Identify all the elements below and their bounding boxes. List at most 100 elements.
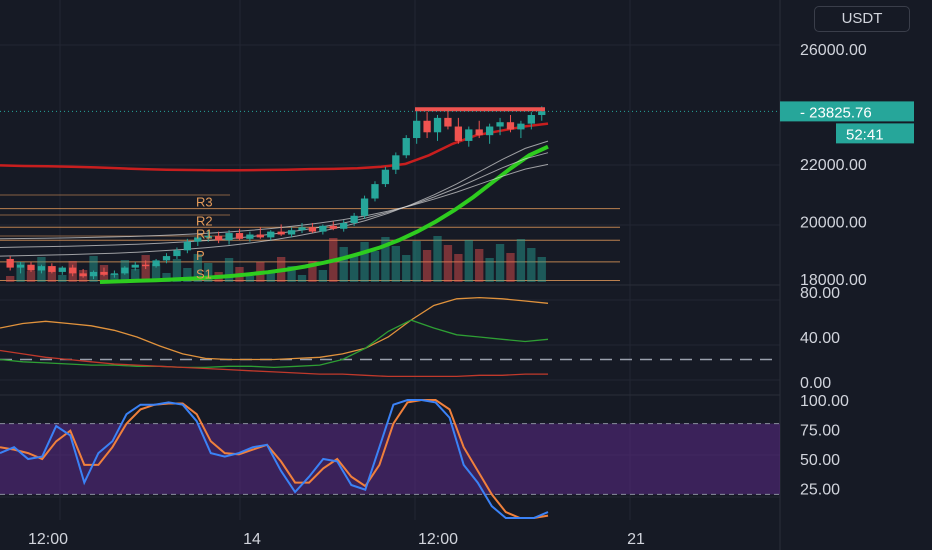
- volume-bar: [204, 263, 213, 282]
- candle-body: [142, 264, 150, 267]
- candle-body: [465, 129, 473, 141]
- volume-bar: [224, 258, 234, 282]
- volume-bar: [162, 273, 171, 282]
- stoch-tick-label: 25.00: [800, 482, 840, 499]
- minus-di-line: [0, 349, 548, 378]
- volume-bar: [318, 270, 328, 282]
- candle-body: [527, 115, 535, 124]
- candle-body: [225, 233, 233, 241]
- candle-body: [100, 271, 108, 275]
- price-tick-label: 26000.00: [800, 42, 867, 59]
- volume-bar: [349, 256, 359, 282]
- band-line: [0, 163, 549, 240]
- volume-bar: [26, 271, 36, 282]
- volume-bar: [402, 255, 411, 282]
- price-tick-label: 20000.00: [800, 215, 867, 232]
- candle-body: [308, 227, 317, 232]
- volume-bar: [183, 268, 192, 282]
- volume-bar: [266, 271, 275, 282]
- plus-di-line: [0, 319, 549, 369]
- candle-body: [496, 122, 504, 127]
- candle-body: [27, 264, 35, 271]
- candle-body: [392, 155, 400, 170]
- volume-bar: [506, 253, 515, 282]
- candle-body: [538, 111, 546, 116]
- volume-bar: [47, 266, 57, 282]
- dmi-tick-label: 80.00: [800, 285, 840, 302]
- price-tick-label: 22000.00: [800, 157, 867, 174]
- volume-bar: [422, 250, 432, 282]
- candle-body: [173, 250, 181, 257]
- dmi-tick-label: 0.00: [800, 375, 831, 392]
- stoch-tick-label: 100.00: [800, 393, 849, 410]
- candle-body: [256, 234, 264, 238]
- volume-bar: [475, 249, 484, 282]
- candle-body: [360, 198, 369, 216]
- countdown-tag: [836, 123, 914, 144]
- candle-body: [433, 117, 442, 133]
- pivot-label: P: [196, 248, 205, 263]
- volume-bar: [308, 261, 317, 282]
- price-tick-label: 18000.00: [800, 272, 867, 289]
- volume-bar: [151, 264, 161, 282]
- pivot-label: R2: [196, 213, 213, 228]
- band-line: [0, 140, 549, 257]
- currency-selector[interactable]: USDT: [814, 6, 910, 32]
- adx-line: [0, 296, 549, 361]
- candle-body: [89, 271, 98, 277]
- stoch-rsi-indicator: [0, 399, 549, 519]
- candle-body: [350, 215, 358, 223]
- candle-body: [48, 266, 56, 272]
- candle-body: [204, 235, 212, 238]
- pivot-label: R1: [196, 226, 213, 241]
- candle-body: [16, 264, 25, 268]
- ema-slow-line: [0, 122, 549, 172]
- volume-bar: [443, 245, 453, 282]
- candle-body: [58, 267, 66, 272]
- volume-bar: [370, 251, 380, 282]
- candle-body: [69, 267, 77, 274]
- dmi-indicator: [0, 296, 780, 378]
- pivot-label: S1: [196, 267, 212, 282]
- ema-fast-line: [99, 144, 549, 284]
- last-price-text: - 23825.76: [800, 104, 872, 121]
- candle-body: [329, 225, 337, 229]
- pivot-label: R3: [196, 195, 213, 210]
- volume-bar: [89, 256, 98, 282]
- candle-body: [371, 184, 379, 199]
- candle-body: [402, 138, 410, 156]
- candle-body: [6, 258, 14, 268]
- candle-body: [277, 231, 285, 235]
- candle-body: [183, 241, 192, 251]
- volume-bar: [433, 236, 442, 282]
- volume-bar: [131, 269, 140, 282]
- volume-bar: [172, 259, 182, 282]
- volume-bar: [391, 246, 400, 282]
- stoch-d-line: [0, 399, 549, 519]
- volume-bar: [297, 275, 307, 282]
- candle-body: [287, 230, 296, 235]
- volume-bar: [287, 266, 296, 282]
- volume-bar: [6, 276, 15, 282]
- candle-body: [485, 126, 494, 136]
- candle-body: [444, 117, 452, 127]
- time-tick-label: 12:00: [418, 531, 458, 548]
- volume-bar: [527, 248, 536, 282]
- dmi-tick-label: 40.00: [800, 330, 840, 347]
- candle-body: [454, 126, 463, 141]
- candle-body: [152, 260, 160, 267]
- candle-body: [162, 256, 171, 261]
- candle-body: [517, 123, 525, 130]
- volume-bar: [245, 276, 255, 282]
- stoch-tick-label: 50.00: [800, 452, 840, 469]
- candle-body: [110, 273, 119, 275]
- candle-body: [319, 225, 327, 232]
- volume-bar: [339, 247, 348, 282]
- candle-body: [246, 234, 254, 239]
- volume-bar: [412, 241, 421, 282]
- candle-body: [475, 129, 483, 136]
- candle-body: [131, 264, 139, 268]
